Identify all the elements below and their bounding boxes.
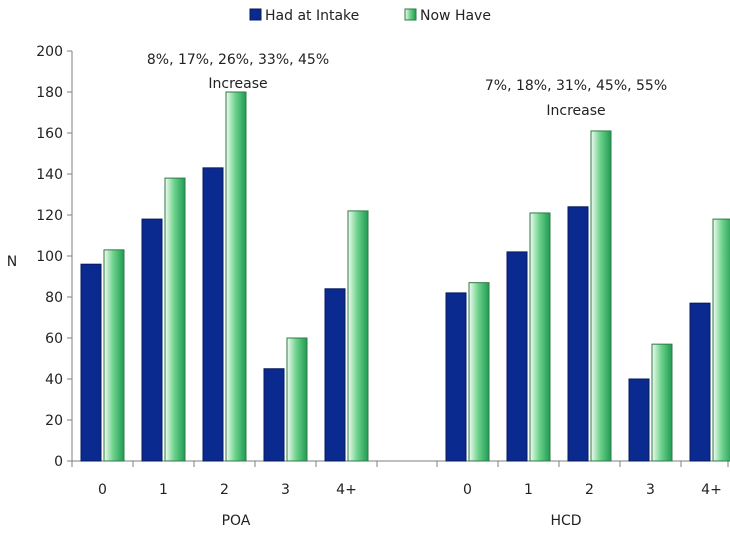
- bar-poa-4-had-at-intake: [324, 288, 346, 462]
- y-axis: 0 20 40 60 80 100 120 140 160 180 200: [36, 44, 73, 470]
- y-tick-label: 60: [45, 331, 63, 347]
- bar-poa-2-now-have: [225, 91, 247, 462]
- legend: Had at Intake Now Have: [249, 8, 491, 24]
- y-tick-label: 140: [36, 167, 63, 183]
- bar-poa-1-had-at-intake: [141, 218, 163, 462]
- legend-swatch-had-at-intake: [249, 8, 262, 21]
- x-tick-label: 3: [646, 482, 655, 498]
- y-tick-label: 120: [36, 208, 63, 224]
- y-tick-label: 100: [36, 249, 63, 265]
- annotations: 8%, 17%, 26%, 33%, 45% Increase 7%, 18%, 3…: [147, 52, 667, 119]
- bar-hcd-3-now-have: [651, 343, 673, 462]
- x-tick-label: 2: [220, 482, 229, 498]
- bar-poa-0-had-at-intake: [80, 263, 102, 462]
- legend-swatch-now-have: [404, 8, 417, 21]
- x-tick-label: 0: [98, 482, 107, 498]
- legend-label-now-have: Now Have: [420, 8, 491, 24]
- x-tick-label: 3: [281, 482, 290, 498]
- y-tick-label: 200: [36, 44, 63, 60]
- bar-poa-0-now-have: [103, 249, 125, 462]
- bar-hcd-4-now-have: [712, 218, 730, 462]
- bar-poa-3-now-have: [286, 337, 308, 462]
- bar-poa-4-now-have: [347, 210, 369, 462]
- x-tick-label: 4+: [336, 482, 357, 498]
- bar-poa-2-had-at-intake: [202, 167, 224, 462]
- bar-hcd-4-had-at-intake: [689, 302, 711, 462]
- bar-hcd-1-now-have: [529, 212, 551, 462]
- x-tick-label: 4+: [701, 482, 722, 498]
- y-tick-label: 160: [36, 126, 63, 142]
- y-tick-label: 180: [36, 85, 63, 101]
- x-axis: 0 1 2 3 4+ POA 0 1 2 3 4+ HCD: [71, 460, 729, 529]
- bar-hcd-3-had-at-intake: [628, 378, 650, 462]
- y-tick-label: 80: [45, 290, 63, 306]
- bar-hcd-2-now-have: [590, 130, 612, 462]
- bar-poa-3-had-at-intake: [263, 368, 285, 462]
- annotation-hcd-line-1: Increase: [546, 103, 605, 119]
- group-label-hcd: HCD: [550, 513, 581, 529]
- bar-hcd-1-had-at-intake: [506, 251, 528, 462]
- y-tick-label: 20: [45, 413, 63, 429]
- bars: [80, 91, 730, 462]
- bar-hcd-0-had-at-intake: [445, 292, 467, 462]
- bar-poa-1-now-have: [164, 177, 186, 462]
- bar-hcd-0-now-have: [468, 282, 490, 462]
- group-label-poa: POA: [222, 513, 251, 529]
- annotation-poa-line-1: Increase: [208, 76, 267, 92]
- y-axis-label: N: [7, 254, 17, 270]
- y-tick-label: 40: [45, 372, 63, 388]
- annotation-poa-line-0: 8%, 17%, 26%, 33%, 45%: [147, 52, 329, 68]
- legend-label-had-at-intake: Had at Intake: [265, 8, 359, 24]
- bar-hcd-2-had-at-intake: [567, 206, 589, 462]
- y-tick-label: 0: [54, 454, 63, 470]
- x-tick-label: 1: [159, 482, 168, 498]
- annotation-hcd-line-0: 7%, 18%, 31%, 45%, 55%: [485, 78, 667, 94]
- x-tick-label: 1: [524, 482, 533, 498]
- x-tick-label: 0: [463, 482, 472, 498]
- x-tick-label: 2: [585, 482, 594, 498]
